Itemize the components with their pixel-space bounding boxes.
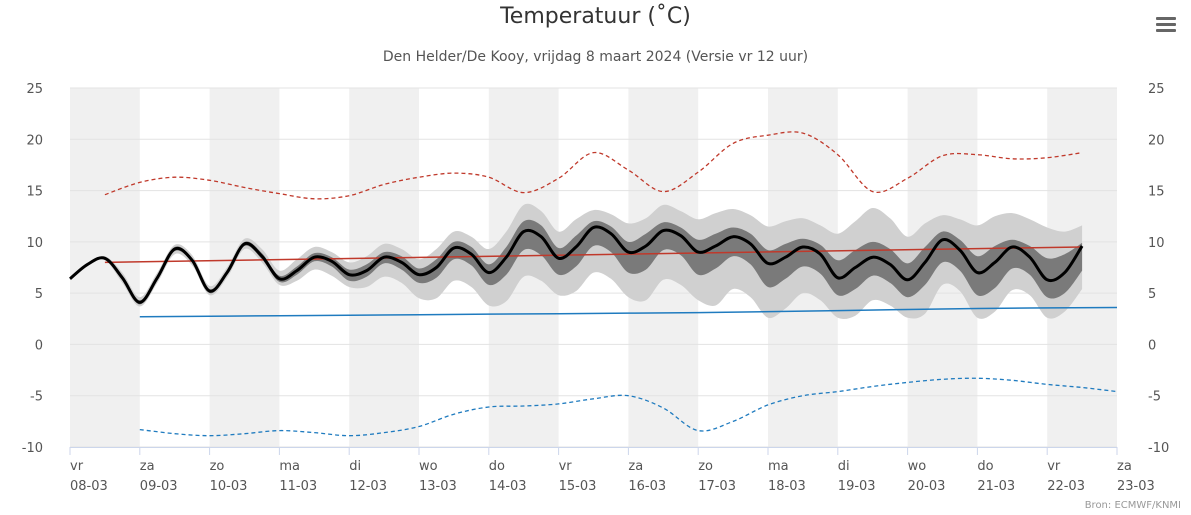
x-tick-day: za bbox=[1117, 459, 1132, 474]
x-tick-day: ma bbox=[768, 459, 789, 474]
x-tick-date: 17-03 bbox=[698, 479, 736, 494]
y-tick-right: -10 bbox=[1148, 441, 1169, 456]
y-tick-right: 5 bbox=[1148, 287, 1156, 302]
y-tick-left: 5 bbox=[35, 287, 43, 302]
y-tick-left: -10 bbox=[22, 441, 43, 456]
x-tick-date: 09-03 bbox=[140, 479, 178, 494]
x-tick-date: 22-03 bbox=[1047, 479, 1085, 494]
chart-title: Temperatuur (˚C) bbox=[500, 4, 691, 29]
y-tick-left: 20 bbox=[26, 133, 43, 148]
x-tick-day: zo bbox=[210, 459, 225, 474]
x-tick-day: vr bbox=[559, 459, 573, 474]
y-tick-left: 0 bbox=[35, 338, 43, 353]
x-tick-day: do bbox=[489, 459, 505, 474]
x-tick-day: ma bbox=[279, 459, 300, 474]
x-tick-date: 16-03 bbox=[628, 479, 666, 494]
x-tick-day: di bbox=[349, 459, 361, 474]
source-credits[interactable]: Bron: ECMWF/KNMI bbox=[1084, 500, 1181, 511]
x-tick-date: 08-03 bbox=[70, 479, 108, 494]
chart-subtitle: Den Helder/De Kooy, vrijdag 8 maart 2024… bbox=[382, 49, 809, 65]
y-tick-left: -5 bbox=[30, 390, 43, 405]
x-tick-day: do bbox=[977, 459, 993, 474]
x-tick-date: 18-03 bbox=[768, 479, 806, 494]
x-tick-date: 12-03 bbox=[349, 479, 387, 494]
x-tick-date: 19-03 bbox=[838, 479, 876, 494]
y-tick-right: 10 bbox=[1148, 236, 1165, 251]
y-tick-right: 20 bbox=[1148, 133, 1165, 148]
x-tick-date: 13-03 bbox=[419, 479, 457, 494]
normal-line bbox=[139, 306, 1118, 318]
x-tick-date: 14-03 bbox=[489, 479, 527, 494]
y-tick-right: 15 bbox=[1148, 185, 1165, 200]
max-dashed-line bbox=[104, 131, 1083, 200]
x-tick-date: 23-03 bbox=[1117, 479, 1155, 494]
y-tick-right: 0 bbox=[1148, 338, 1156, 353]
x-tick-day: za bbox=[140, 459, 155, 474]
x-tick-date: 20-03 bbox=[908, 479, 946, 494]
x-tick-day: za bbox=[628, 459, 643, 474]
median-line bbox=[69, 225, 1084, 304]
x-tick-day: wo bbox=[419, 459, 438, 474]
y-tick-left: 25 bbox=[26, 82, 43, 97]
x-tick-date: 21-03 bbox=[977, 479, 1015, 494]
hamburger-menu-icon[interactable] bbox=[1152, 12, 1180, 38]
y-tick-right: 25 bbox=[1148, 82, 1165, 97]
x-tick-day: zo bbox=[698, 459, 713, 474]
spread-inner-band bbox=[70, 219, 1083, 305]
x-tick-day: vr bbox=[70, 459, 84, 474]
min-dashed-line bbox=[139, 377, 1118, 437]
x-tick-date: 11-03 bbox=[279, 479, 317, 494]
x-tick-day: di bbox=[838, 459, 850, 474]
y-tick-left: 10 bbox=[26, 236, 43, 251]
x-tick-day: wo bbox=[908, 459, 927, 474]
trend-line bbox=[104, 246, 1083, 264]
x-tick-date: 10-03 bbox=[210, 479, 248, 494]
day-band-0 bbox=[70, 88, 140, 447]
x-tick-date: 15-03 bbox=[559, 479, 597, 494]
x-tick-day: vr bbox=[1047, 459, 1061, 474]
y-tick-right: -5 bbox=[1148, 390, 1161, 405]
y-tick-left: 15 bbox=[26, 185, 43, 200]
